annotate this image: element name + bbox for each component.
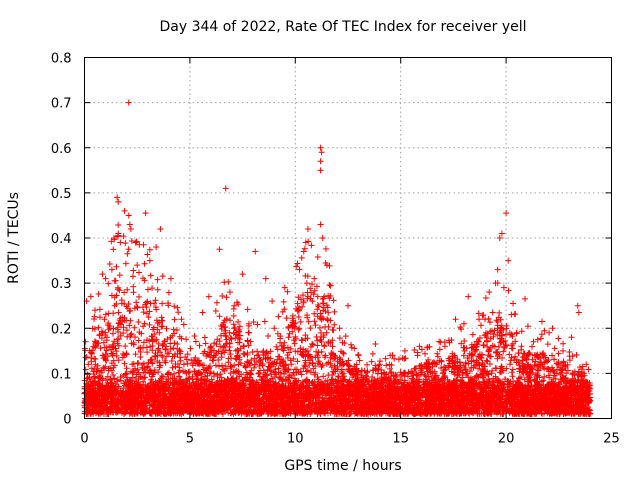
data-point	[128, 330, 135, 337]
data-point	[259, 349, 266, 356]
data-point	[291, 340, 298, 347]
data-points	[81, 99, 594, 418]
data-point	[212, 362, 219, 369]
data-point	[122, 343, 129, 350]
data-point	[147, 376, 154, 383]
data-point	[255, 370, 262, 377]
data-point	[143, 304, 150, 311]
grid-lines	[84, 57, 612, 419]
data-point	[325, 309, 332, 316]
data-point	[311, 318, 318, 325]
data-point	[115, 286, 122, 293]
data-point	[130, 289, 137, 296]
data-point	[216, 363, 223, 370]
data-point	[300, 299, 307, 306]
data-point	[109, 352, 116, 359]
data-point	[227, 317, 234, 324]
data-point	[144, 363, 151, 370]
data-point	[314, 306, 321, 313]
data-point	[124, 286, 131, 293]
data-point	[169, 364, 176, 371]
data-point	[303, 368, 310, 375]
